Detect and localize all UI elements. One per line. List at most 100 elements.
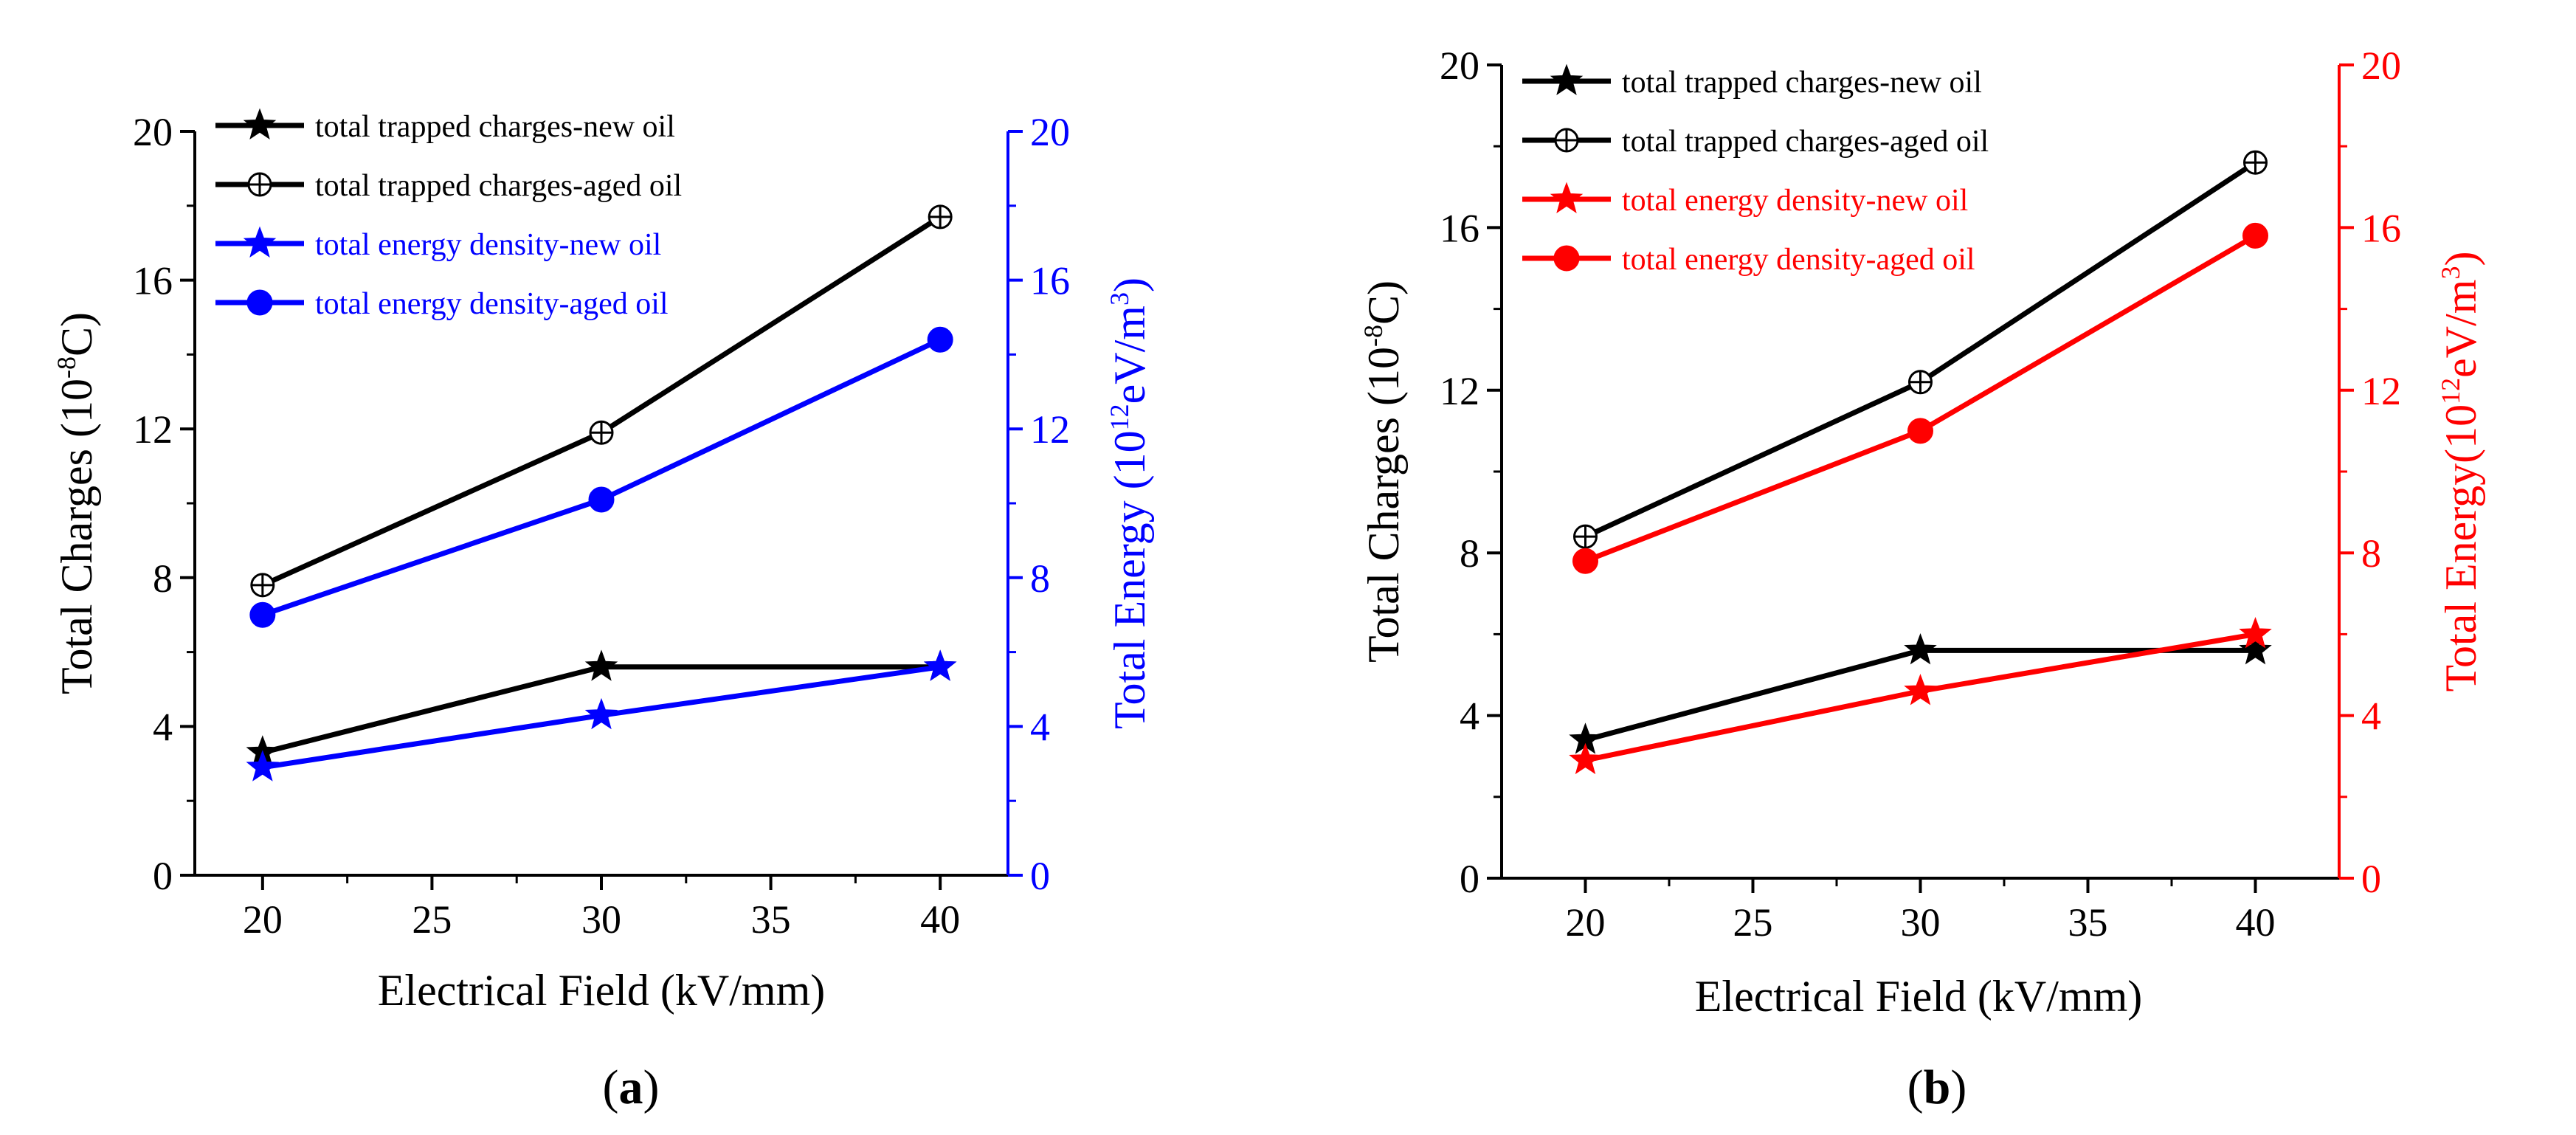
y2-tick-label: 12 bbox=[2361, 369, 2401, 413]
legend-label: total energy density-new oil bbox=[1622, 184, 1968, 218]
series-3 bbox=[1572, 222, 2268, 574]
y2-tick-label: 0 bbox=[1030, 854, 1050, 898]
legend-label: total trapped charges-new oil bbox=[315, 110, 675, 144]
chart-panel-b: 20 25 30 35 40 0 4 8 12 16 20 0 4 8 12 16 20 Electrical F… bbox=[1358, 44, 2485, 1114]
data-point bbox=[2243, 150, 2268, 175]
y2-axis-title-tail: ) bbox=[1105, 277, 1154, 292]
y2-tick-label: 20 bbox=[1030, 110, 1070, 154]
y-tick-label: 0 bbox=[153, 854, 173, 898]
series-line bbox=[261, 214, 942, 588]
series-line bbox=[1584, 160, 2257, 539]
panel-label-letter: b bbox=[1924, 1060, 1951, 1114]
data-point bbox=[250, 573, 275, 598]
y-axis-title-tail: C) bbox=[52, 312, 101, 356]
y2-axis-title-sup2: 3 bbox=[1105, 292, 1134, 306]
y2-tick-label: 16 bbox=[2361, 206, 2401, 250]
y-tick-label: 20 bbox=[133, 110, 173, 154]
data-point bbox=[1573, 524, 1598, 549]
series-2 bbox=[1569, 616, 2272, 775]
y-axis-title-sup: -8 bbox=[52, 356, 81, 379]
data-point bbox=[584, 649, 618, 681]
data-point bbox=[588, 486, 615, 513]
legend-label: total trapped charges-new oil bbox=[1622, 66, 1982, 100]
x-tick-label: 25 bbox=[412, 897, 452, 942]
legend: total trapped charges-new oil total trapp… bbox=[1522, 63, 1989, 277]
data-point bbox=[927, 326, 953, 353]
legend-marker bbox=[243, 108, 277, 139]
legend-marker bbox=[1554, 128, 1579, 153]
legend-marker bbox=[243, 226, 277, 258]
data-point bbox=[2239, 632, 2272, 665]
x-tick-label: 30 bbox=[581, 897, 621, 942]
data-point bbox=[2242, 222, 2268, 249]
panel-label-close: ) bbox=[643, 1060, 660, 1114]
legend-marker bbox=[1550, 63, 1584, 95]
data-point bbox=[2239, 616, 2272, 649]
legend-label: total trapped charges-aged oil bbox=[315, 169, 682, 203]
y2-axis-title: Total Energy(1012eV/m3) bbox=[2436, 252, 2485, 692]
legend-label: total energy density-new oil bbox=[315, 228, 661, 262]
data-point bbox=[1572, 548, 1598, 574]
y2-tick-label: 12 bbox=[1030, 407, 1070, 452]
x-tick-label: 35 bbox=[751, 897, 791, 942]
series-3 bbox=[249, 326, 953, 628]
x-tick-label: 40 bbox=[2236, 900, 2276, 945]
data-point bbox=[1904, 632, 1937, 665]
panel-label: (a) bbox=[603, 1060, 660, 1114]
y2-axis-title-sup2: 3 bbox=[2436, 266, 2465, 280]
y-axis-title-tail: C) bbox=[1359, 280, 1408, 325]
panel-label-open: ( bbox=[1907, 1060, 1924, 1114]
y2-axis-title-main: Total Energy(10 bbox=[2437, 404, 2485, 692]
data-point bbox=[584, 697, 618, 730]
y2-tick-label: 8 bbox=[1030, 556, 1050, 601]
data-point bbox=[1569, 742, 1602, 775]
y2-axis-title-mid: eV/m bbox=[1105, 306, 1154, 404]
legend-marker bbox=[246, 289, 273, 316]
series-2 bbox=[246, 649, 957, 782]
x-axis-title: Electrical Field (kV/mm) bbox=[1695, 972, 2142, 1021]
legend-label: total energy density-aged oil bbox=[1622, 243, 1975, 277]
panel-label-open: ( bbox=[603, 1060, 619, 1114]
y-axis-title: Total Charges (10-8C) bbox=[1358, 280, 1408, 663]
series-1 bbox=[1573, 150, 2268, 549]
x-tick-label: 30 bbox=[1901, 900, 1941, 945]
legend-marker bbox=[247, 172, 272, 197]
x-tick-label: 35 bbox=[2068, 900, 2108, 945]
chart-panel-a: 20 25 30 35 40 0 4 8 12 16 20 0 4 8 12 16 20 Electrical F… bbox=[52, 108, 1154, 1114]
panel-label: (b) bbox=[1907, 1060, 1967, 1114]
x-tick-label: 25 bbox=[1733, 900, 1773, 945]
y2-axis-title-sup1: 12 bbox=[2436, 378, 2465, 404]
y-tick-label: 16 bbox=[1440, 206, 1479, 250]
y2-tick-label: 16 bbox=[1030, 259, 1070, 303]
y2-tick-label: 4 bbox=[2361, 694, 2381, 739]
y2-tick-label: 0 bbox=[2361, 857, 2381, 901]
y-tick-label: 4 bbox=[1460, 694, 1479, 739]
legend-marker bbox=[1550, 182, 1584, 213]
data-point bbox=[1904, 674, 1937, 706]
y-axis-title-main: Total Charges (10 bbox=[52, 379, 101, 694]
y-axis-title: Total Charges (10-8C) bbox=[52, 312, 101, 694]
x-axis-title: Electrical Field (kV/mm) bbox=[378, 966, 825, 1015]
y-tick-label: 8 bbox=[153, 556, 173, 601]
y-tick-label: 12 bbox=[1440, 369, 1479, 413]
y-tick-label: 8 bbox=[1460, 531, 1479, 576]
data-point bbox=[928, 204, 953, 230]
data-point bbox=[1908, 370, 1933, 395]
y2-axis-title-main: Total Energy (10 bbox=[1105, 430, 1154, 729]
y-axis-title-main: Total Charges (10 bbox=[1359, 347, 1408, 663]
series-line bbox=[1584, 233, 2257, 564]
x-tick-label: 20 bbox=[243, 897, 283, 942]
x-tick-label: 20 bbox=[1566, 900, 1606, 945]
y2-tick-label: 20 bbox=[2361, 44, 2401, 88]
legend-label: total trapped charges-aged oil bbox=[1622, 125, 1989, 159]
legend-label: total energy density-aged oil bbox=[315, 287, 669, 321]
y-tick-label: 12 bbox=[133, 407, 173, 452]
y-axis-title-sup: -8 bbox=[1358, 325, 1388, 347]
y2-tick-label: 4 bbox=[1030, 705, 1050, 749]
data-point bbox=[246, 750, 280, 782]
x-tick-label: 40 bbox=[920, 897, 960, 942]
y-tick-label: 0 bbox=[1460, 857, 1479, 901]
y-tick-label: 4 bbox=[153, 705, 173, 749]
